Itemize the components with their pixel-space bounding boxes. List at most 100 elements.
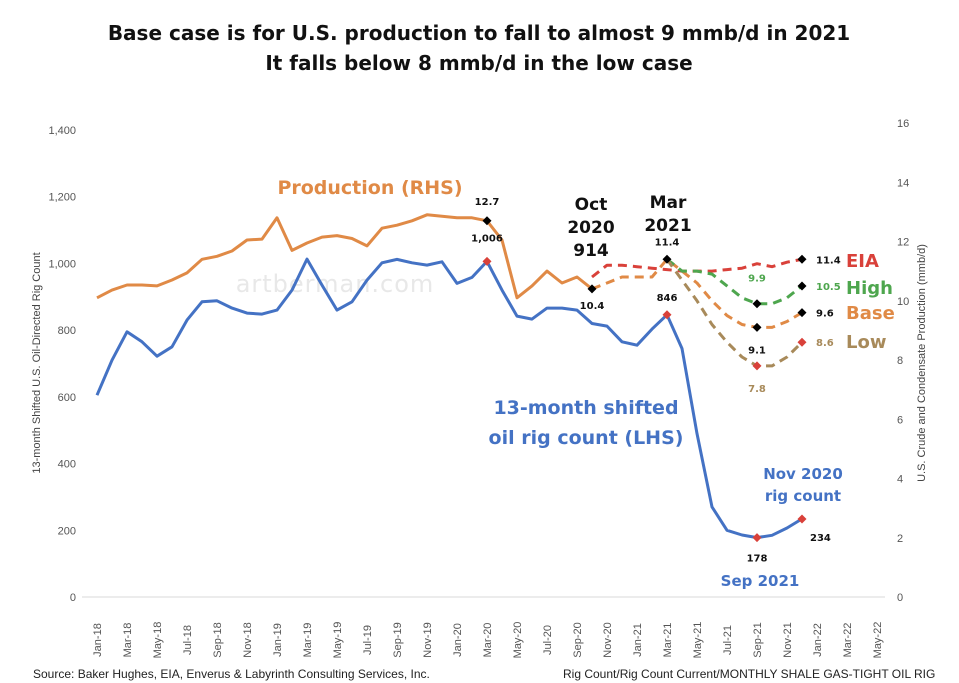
y-axis-right-label: U.S. Crude and Condensate Production (mm…: [916, 244, 928, 482]
data-label: 8.6: [816, 338, 834, 349]
annotation-mar-year: 2021: [644, 216, 691, 236]
data-label: 11.4: [655, 237, 680, 248]
x-tick-label: Jan-21: [632, 623, 644, 657]
chart-title-line1: Base case is for U.S. production to fall…: [108, 21, 850, 45]
x-tick-label: Jul-20: [542, 625, 554, 655]
x-tick-label: Mar-20: [482, 623, 494, 658]
y-left-tick-label: 800: [58, 325, 76, 337]
data-label: 10.4: [580, 301, 605, 312]
marker-diamond: [797, 281, 807, 291]
x-axis-ticks: Jan-18 Mar-18 May-18 Jul-18 Sep-18 Nov-18 Jan-…: [92, 622, 884, 659]
legend-low: Low: [846, 332, 886, 353]
x-tick-label: Jan-18: [92, 623, 104, 657]
y-left-tick-label: 1,400: [48, 125, 76, 137]
x-tick-label: Jul-21: [722, 625, 734, 655]
data-label: 12.7: [475, 197, 500, 208]
series-line-rig-count: [95, 257, 803, 540]
marker-diamond: [482, 256, 492, 266]
x-tick-label: Sep-21: [752, 622, 764, 657]
marker-diamond: [797, 308, 807, 318]
x-tick-label: Mar-21: [662, 623, 674, 658]
y-right-tick-label: 2: [897, 533, 903, 545]
annotation-rig-count: rig count: [765, 487, 841, 505]
series-line-production: [96, 213, 593, 300]
x-tick-label: Nov-18: [242, 622, 254, 657]
x-tick-label: Jan-20: [452, 623, 464, 657]
y-left-tick-label: 400: [58, 459, 76, 471]
x-tick-label: Nov-19: [422, 622, 434, 657]
y-axis-right-ticks: 0 2 4 6 8 10 12 14 16: [897, 118, 909, 604]
series-line-high: [666, 258, 803, 306]
marker-diamond: [797, 254, 807, 264]
x-tick-label: May-19: [332, 622, 344, 659]
annotation-sep-2021: Sep 2021: [721, 572, 800, 590]
x-tick-label: Sep-19: [392, 622, 404, 657]
y-axis-left-label: 13-month Shifted U.S. Oil-Directed Rig C…: [31, 252, 43, 473]
data-label: 9.6: [816, 309, 834, 320]
y-right-tick-label: 8: [897, 355, 903, 367]
x-tick-label: Sep-20: [572, 622, 584, 657]
data-label: 7.8: [748, 384, 766, 395]
x-tick-label: May-20: [512, 622, 524, 659]
x-tick-label: Mar-22: [842, 623, 854, 658]
x-tick-label: May-18: [152, 622, 164, 659]
annotation-rig-line1: 13-month shifted: [493, 397, 678, 419]
x-tick-label: Mar-19: [302, 623, 314, 658]
y-right-tick-label: 0: [897, 592, 903, 604]
x-tick-label: Nov-21: [782, 622, 794, 657]
data-label: 9.9: [748, 274, 766, 285]
marker-diamond: [662, 310, 672, 320]
y-right-tick-label: 14: [897, 177, 909, 189]
legend-eia: EIA: [846, 251, 879, 272]
x-tick-label: Jan-19: [272, 623, 284, 657]
marker-diamond: [797, 514, 807, 524]
data-label: 1,006: [471, 233, 503, 244]
y-right-tick-label: 10: [897, 296, 909, 308]
annotation-production: Production (RHS): [277, 177, 462, 199]
y-left-tick-label: 1,000: [48, 258, 76, 270]
x-tick-label: Nov-20: [602, 622, 614, 657]
y-right-tick-label: 16: [897, 118, 909, 130]
x-tick-label: May-22: [872, 622, 884, 659]
marker-diamond: [662, 254, 672, 264]
data-label: 10.5: [816, 282, 841, 293]
y-left-tick-label: 0: [70, 592, 76, 604]
legend-base: Base: [846, 303, 895, 324]
data-label: 178: [747, 554, 768, 565]
y-axis-left-ticks: 0 200 400 600 800 1,000 1,200 1,400: [48, 125, 76, 604]
x-tick-label: Jul-19: [362, 625, 374, 655]
x-tick-label: Jan-22: [812, 623, 824, 657]
x-tick-label: Sep-18: [212, 622, 224, 657]
x-tick-label: May-21: [692, 622, 704, 659]
y-right-tick-label: 6: [897, 414, 903, 426]
x-tick-label: Mar-18: [122, 623, 134, 658]
annotation-mar: Mar: [650, 193, 687, 213]
data-label: 234: [810, 533, 831, 544]
marker-diamond: [797, 337, 807, 347]
series-line-base: [591, 257, 803, 329]
data-label: 11.4: [816, 255, 841, 266]
y-right-tick-label: 4: [897, 474, 903, 486]
y-left-tick-label: 1,200: [48, 192, 76, 204]
marker-diamond: [752, 533, 762, 543]
marker-diamond: [752, 322, 762, 332]
series-line-eia: [591, 257, 803, 279]
watermark: artberman.com: [236, 270, 435, 298]
y-left-tick-label: 600: [58, 392, 76, 404]
marker-diamond: [752, 299, 762, 309]
y-left-tick-label: 200: [58, 525, 76, 537]
annotation-oct-value: 914: [573, 241, 609, 261]
marker-diamond: [587, 284, 597, 294]
chart-title-line2: It falls below 8 mmb/d in the low case: [265, 51, 692, 75]
annotation-oct: Oct: [575, 195, 608, 215]
series-line-low: [665, 258, 804, 368]
file-path-note: Rig Count/Rig Count Current/MONTHLY SHAL…: [563, 667, 935, 681]
marker-diamond: [482, 216, 492, 226]
x-tick-label: Jul-18: [182, 625, 194, 655]
data-label: 9.1: [748, 345, 766, 356]
annotation-oct-year: 2020: [567, 218, 614, 238]
annotation-nov-2020: Nov 2020: [763, 465, 843, 483]
markers: 12.7 1,006 10.4 11.4 846 9.9 9.1 7.8 11.4 10.5 9.6…: [471, 197, 841, 565]
marker-diamond: [752, 361, 762, 371]
